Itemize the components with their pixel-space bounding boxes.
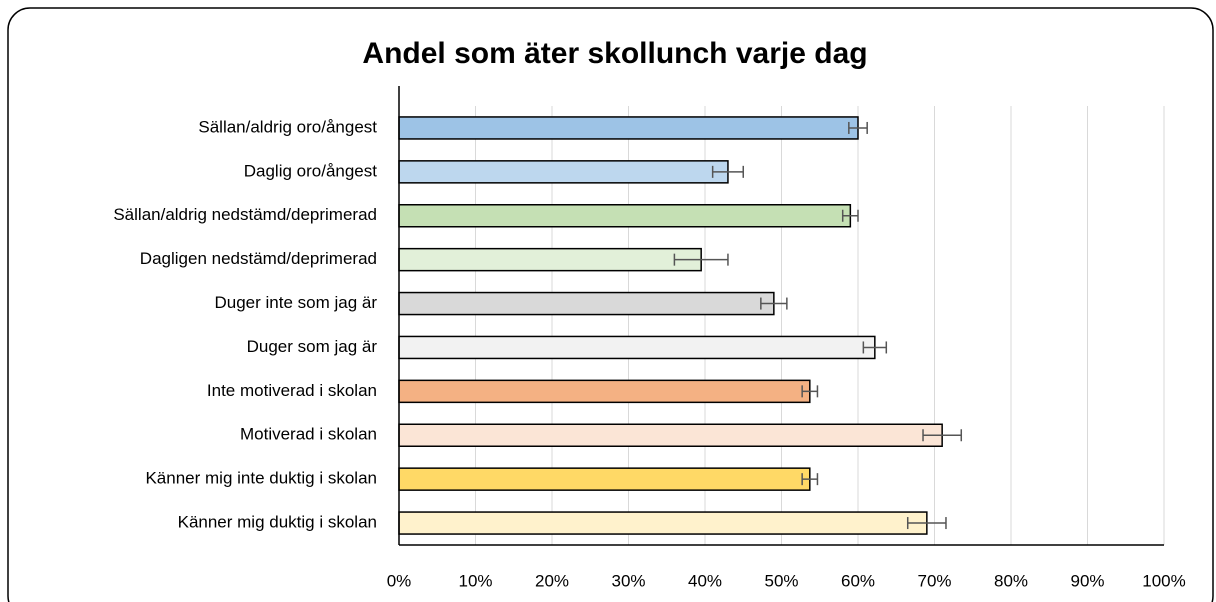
error-bar [760,297,788,310]
chart-title: Andel som äter skollunch varje dag [362,37,867,70]
y-tick-label: Inte motiverad i skolan [207,381,377,400]
y-tick-label: Motiverad i skolan [240,425,377,444]
error-bar [922,429,963,442]
y-tick-label: Duger som jag är [247,337,378,356]
error-bar [673,253,729,266]
y-tick-label: Känner mig inte duktig i skolan [145,469,377,488]
x-tick-label: 30% [611,571,645,590]
x-tick-label: 70% [917,571,951,590]
x-tick-label: 100% [1142,571,1185,590]
x-tick-label: 90% [1070,571,1104,590]
x-tick-label: 0% [387,571,412,590]
bar [398,116,859,140]
bar [398,160,729,184]
y-tick-label: Känner mig duktig i skolan [178,513,377,532]
y-tick-label: Sällan/aldrig oro/ångest [198,117,377,136]
error-bar [841,209,859,222]
bar [398,423,943,447]
x-tick-label: 10% [458,571,492,590]
x-tick-label: 60% [841,571,875,590]
x-tick-label: 20% [535,571,569,590]
error-bar [906,517,947,530]
x-tick-label: 40% [688,571,722,590]
bar [398,379,811,404]
y-tick-label: Daglig oro/ångest [244,161,378,180]
error-bar [801,473,819,486]
error-bar [801,385,819,398]
x-tick-label: 50% [764,571,798,590]
error-bar [848,121,868,134]
y-tick-label: Duger inte som jag är [214,293,377,312]
bar [398,247,702,272]
error-bar [711,165,744,178]
bar [398,291,775,316]
y-tick-label: Dagligen nedstämd/deprimerad [140,249,377,268]
error-bar [862,341,888,354]
bar [398,467,811,491]
y-tick-label: Sällan/aldrig nedstämd/deprimerad [113,205,377,224]
x-tick-label: 80% [994,571,1028,590]
bar [398,204,852,228]
bar [398,511,928,535]
bar [398,335,876,360]
